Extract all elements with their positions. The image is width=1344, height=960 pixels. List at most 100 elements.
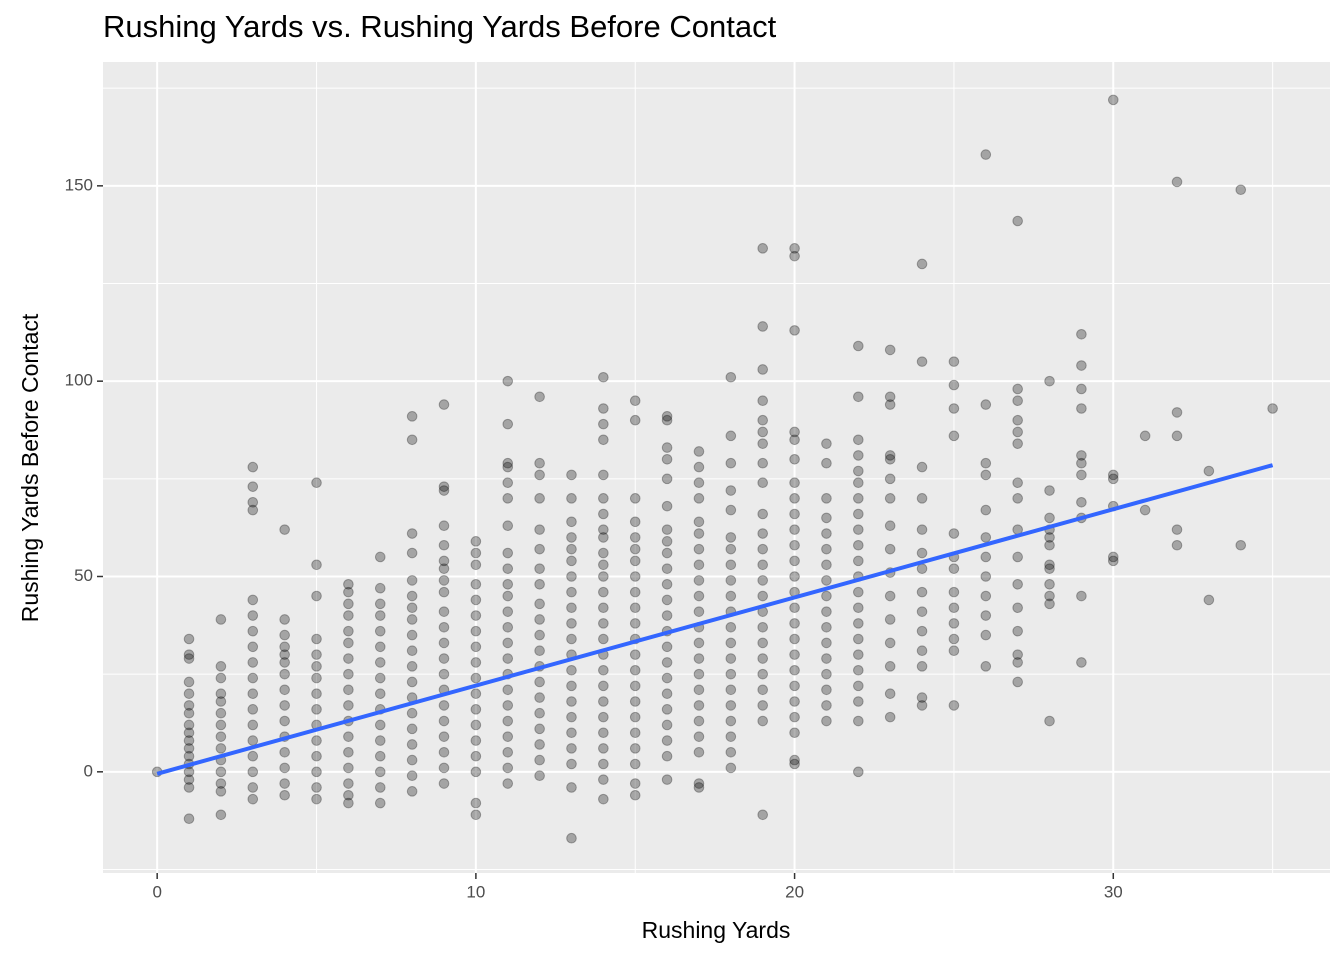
- point: [1012, 395, 1023, 406]
- point: [374, 688, 386, 699]
- point: [279, 715, 290, 727]
- point: [693, 731, 705, 742]
- point: [661, 688, 673, 699]
- point: [629, 789, 641, 801]
- point: [183, 727, 195, 739]
- point: [916, 524, 928, 535]
- point: [1044, 485, 1055, 496]
- point: [1044, 375, 1055, 387]
- point: [725, 371, 737, 383]
- point: [470, 735, 482, 746]
- point: [534, 563, 545, 574]
- point: [1076, 590, 1087, 602]
- point: [853, 539, 864, 551]
- point: [406, 661, 418, 672]
- point: [438, 555, 450, 567]
- point: [534, 629, 545, 641]
- point: [566, 571, 577, 582]
- point: [725, 700, 737, 711]
- point: [629, 680, 641, 692]
- point: [884, 637, 896, 649]
- point: [884, 661, 896, 672]
- point: [438, 746, 450, 758]
- point: [789, 758, 800, 770]
- point: [1171, 539, 1183, 551]
- point: [247, 504, 259, 516]
- point: [853, 508, 864, 520]
- point: [916, 493, 928, 504]
- x-tick-label: 0: [152, 882, 161, 901]
- point: [1044, 512, 1055, 524]
- point: [502, 520, 514, 532]
- point: [247, 496, 259, 508]
- point: [343, 586, 354, 598]
- point: [821, 575, 832, 586]
- point: [629, 743, 641, 754]
- point: [247, 704, 259, 715]
- point: [566, 532, 577, 543]
- point: [948, 645, 960, 657]
- point: [1012, 602, 1023, 614]
- point: [438, 668, 450, 680]
- point: [1203, 465, 1215, 477]
- point: [566, 618, 577, 629]
- point: [884, 520, 896, 532]
- point: [853, 450, 864, 461]
- point: [279, 649, 290, 660]
- point: [470, 766, 482, 778]
- point: [980, 532, 992, 543]
- point: [247, 672, 259, 684]
- point: [534, 739, 545, 750]
- point: [343, 637, 354, 649]
- point: [757, 321, 769, 332]
- point: [948, 618, 960, 629]
- point: [215, 809, 227, 821]
- point: [215, 661, 227, 672]
- point: [948, 356, 960, 367]
- point: [183, 649, 195, 660]
- point: [566, 743, 577, 754]
- point: [725, 715, 737, 727]
- point: [470, 672, 482, 684]
- point: [948, 403, 960, 414]
- point: [247, 735, 259, 746]
- point: [693, 559, 705, 571]
- point: [853, 465, 864, 477]
- point: [916, 661, 928, 672]
- point: [661, 536, 673, 547]
- point: [502, 375, 514, 387]
- point: [566, 469, 577, 481]
- point: [1107, 555, 1119, 567]
- point: [438, 653, 450, 664]
- point: [343, 653, 354, 664]
- point: [725, 621, 737, 633]
- point: [1139, 430, 1151, 442]
- point: [470, 579, 482, 590]
- point: [311, 559, 322, 571]
- point: [343, 668, 354, 680]
- point: [470, 594, 482, 606]
- point: [566, 696, 577, 707]
- point: [853, 715, 864, 727]
- point: [502, 684, 514, 696]
- point: [343, 789, 354, 801]
- point: [661, 657, 673, 668]
- point: [693, 446, 705, 457]
- point: [916, 606, 928, 617]
- point: [1044, 559, 1055, 571]
- point: [916, 692, 928, 703]
- point: [343, 731, 354, 742]
- point: [438, 539, 450, 551]
- point: [566, 727, 577, 739]
- point: [1235, 184, 1247, 196]
- point: [1139, 504, 1151, 516]
- y-tick-label: 50: [74, 566, 93, 585]
- point: [247, 610, 259, 621]
- point: [502, 579, 514, 590]
- point: [502, 637, 514, 649]
- point: [374, 750, 386, 762]
- point: [661, 442, 673, 453]
- point: [502, 778, 514, 789]
- point: [438, 485, 450, 496]
- point: [1012, 657, 1023, 668]
